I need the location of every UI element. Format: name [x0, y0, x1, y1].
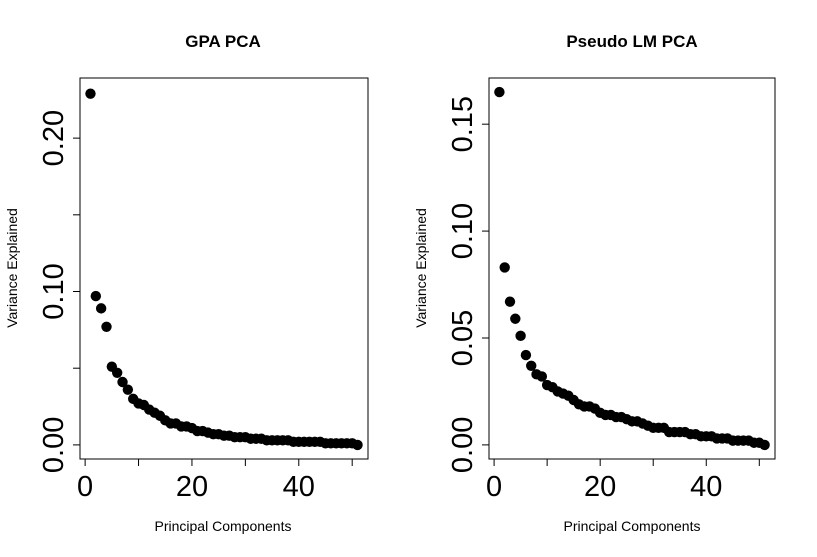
x-axis-label: Principal Components [155, 518, 292, 534]
plot-frame [79, 77, 369, 460]
data-point [536, 371, 548, 382]
data-point [111, 367, 123, 378]
data-point [122, 384, 134, 395]
y-tick-label: 0.00 [447, 417, 479, 473]
data-point [504, 296, 516, 307]
y-tick-label: 0.10 [38, 263, 70, 319]
data-points [85, 88, 363, 451]
y-ticks: 0.00 0.10 0.20 [38, 110, 80, 473]
y-tick-label: 0.05 [447, 310, 479, 366]
y-tick-label: 0.20 [38, 110, 70, 166]
y-tick-label: 0.10 [447, 203, 479, 259]
x-tick-label: 0 [77, 471, 93, 503]
x-tick-label: 20 [176, 471, 208, 503]
x-tick-label: 40 [690, 471, 722, 503]
pseudo-lm-pca-panel: Pseudo LM PCA Principal Components Varia… [413, 32, 776, 534]
x-tick-label: 20 [584, 471, 616, 503]
x-ticks: 0 20 40 [77, 459, 353, 503]
x-ticks: 0 20 40 [486, 459, 760, 503]
data-point [101, 321, 112, 332]
data-point [494, 86, 505, 98]
data-point [90, 290, 102, 302]
y-tick-label: 0.15 [447, 96, 479, 152]
y-ticks: 0.00 0.05 0.10 0.15 [447, 96, 489, 473]
plot-frame [488, 77, 776, 460]
data-point [95, 303, 107, 314]
gpa-pca-panel: GPA PCA Principal Components Variance Ex… [4, 32, 369, 534]
data-point [759, 439, 770, 451]
data-point [526, 360, 537, 371]
data-points [494, 86, 770, 451]
panel-title: GPA PCA [185, 32, 261, 51]
data-point [515, 330, 526, 342]
y-axis-label: Variance Explained [413, 208, 429, 328]
data-point [85, 88, 96, 99]
data-point [520, 349, 532, 361]
y-axis-label: Variance Explained [4, 208, 20, 328]
x-axis-label: Principal Components [564, 518, 701, 534]
y-tick-label: 0.00 [38, 417, 70, 473]
data-point [499, 262, 510, 273]
data-point [117, 376, 128, 388]
data-point [510, 313, 521, 324]
x-tick-label: 0 [486, 471, 502, 503]
data-point [352, 439, 363, 451]
panel-title: Pseudo LM PCA [566, 32, 697, 51]
x-tick-label: 40 [283, 471, 315, 503]
